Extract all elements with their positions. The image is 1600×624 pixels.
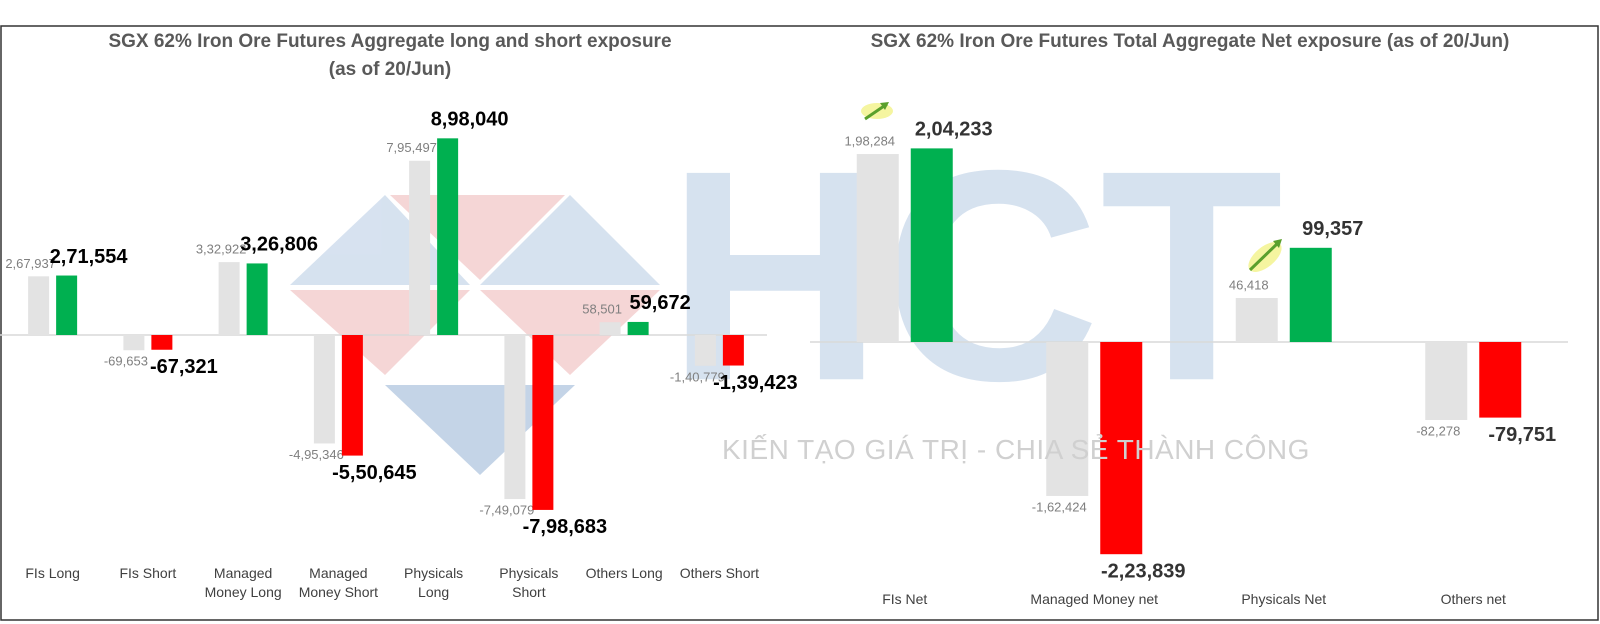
bar (437, 138, 459, 335)
value-label: 99,357 (1302, 218, 1363, 240)
x-tick-label: Others Short (679, 565, 760, 581)
bar (409, 160, 431, 335)
value-label: -67,321 (150, 356, 218, 378)
bar (694, 335, 716, 366)
bar (246, 263, 268, 335)
x-tick-label: Others net (1440, 591, 1506, 607)
x-tick-label: Managed Money net (1030, 591, 1159, 607)
bar (151, 335, 173, 350)
frame (0, 25, 1599, 621)
value-label: 3,32,922 (196, 242, 247, 257)
bar (218, 262, 240, 335)
bar (910, 148, 953, 342)
bar (56, 275, 78, 335)
value-label: 1,98,284 (844, 133, 895, 148)
chart-title: SGX 62% Iron Ore Futures Aggregate long … (108, 31, 672, 80)
bar (1100, 342, 1143, 555)
value-label: -1,40,779 (670, 369, 725, 384)
wm-triangle (385, 385, 575, 475)
x-tick-label: FIs Short (119, 565, 177, 581)
value-label: -1,62,424 (1032, 499, 1087, 514)
value-label: 46,418 (1229, 277, 1269, 292)
bar (856, 154, 899, 342)
value-label: -69,653 (104, 354, 148, 369)
bar (123, 335, 145, 351)
x-tick-label: Physicals Net (1241, 591, 1327, 607)
chart-title: SGX 62% Iron Ore Futures Total Aggregate… (870, 31, 1510, 52)
bar (1046, 342, 1089, 496)
arrow-head (880, 102, 889, 110)
value-label: -5,50,645 (332, 462, 417, 484)
value-label: 59,672 (630, 292, 691, 314)
bar (1425, 342, 1468, 420)
bar (313, 335, 335, 444)
arrow (1248, 240, 1281, 272)
wm-triangle (480, 195, 660, 285)
x-tick-label: Managed Money Long (204, 565, 282, 600)
watermark-logo: HCT (667, 107, 1284, 443)
value-label: 8,98,040 (431, 109, 509, 131)
value-label: 2,67,937 (5, 256, 56, 271)
value-label: -82,278 (1416, 423, 1460, 438)
bar (1479, 342, 1522, 418)
value-label: -1,39,423 (713, 372, 798, 394)
value-label: 2,71,554 (50, 246, 129, 268)
wm-triangle (480, 290, 660, 375)
value-label: -2,23,839 (1101, 560, 1186, 582)
bar (599, 322, 621, 335)
value-label: -7,98,683 (523, 516, 608, 538)
value-label: 7,95,497 (386, 140, 437, 155)
bar (532, 335, 554, 510)
bar (627, 321, 649, 335)
value-label: 3,26,806 (240, 234, 318, 256)
bar (1235, 297, 1278, 342)
value-label: -7,49,079 (479, 502, 534, 517)
x-tick-label: Managed Money Short (298, 565, 379, 600)
bar (504, 335, 526, 500)
bar (1289, 247, 1332, 342)
bar (341, 335, 363, 456)
value-label: 2,04,233 (915, 119, 993, 141)
x-tick-label: Others Long (585, 565, 663, 581)
bar (722, 335, 744, 366)
value-label: -79,751 (1488, 424, 1556, 446)
arrow-head (1273, 239, 1282, 248)
x-tick-label: FIs Net (882, 591, 928, 607)
value-label: -4,95,346 (289, 447, 344, 462)
x-tick-label: Physicals Short (499, 565, 559, 600)
wm-triangle (390, 195, 565, 280)
watermark-tagline: KIẾN TẠO GIÁ TRỊ - CHIA SẺ THÀNH CÔNG (722, 434, 1310, 465)
x-tick-label: FIs Long (25, 565, 80, 581)
arrows (861, 102, 1282, 272)
bar (28, 276, 50, 335)
x-tick-label: Physicals Long (404, 565, 464, 600)
value-label: 58,501 (582, 302, 622, 317)
